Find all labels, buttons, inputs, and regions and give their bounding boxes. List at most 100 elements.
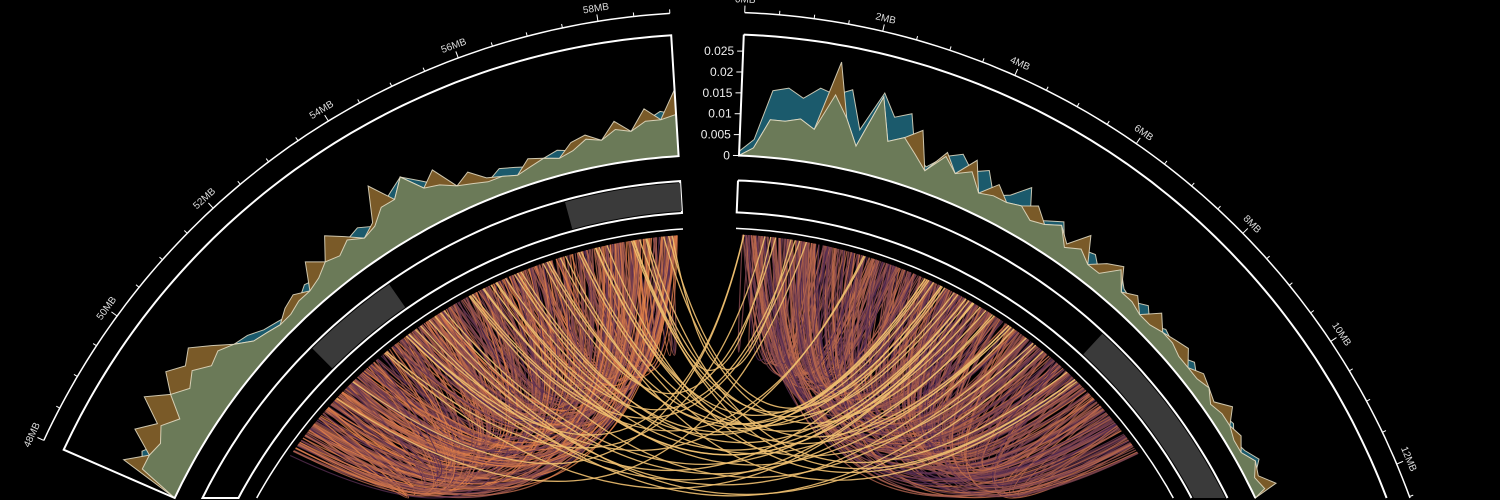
link [339, 235, 671, 466]
link [443, 298, 967, 465]
link [420, 325, 1037, 497]
minor-tick [1310, 310, 1315, 314]
inner-ring [256, 228, 684, 499]
link [779, 238, 948, 398]
link [336, 236, 662, 467]
minor-tick [561, 23, 563, 29]
major-tick [882, 24, 885, 32]
link [308, 339, 455, 486]
link [981, 353, 1094, 469]
minor-tick [1409, 494, 1414, 497]
link [662, 236, 987, 424]
link [758, 235, 919, 390]
link [811, 246, 864, 370]
ideogram-frame [735, 179, 1229, 499]
minor-tick [1349, 368, 1353, 372]
link [976, 351, 1074, 458]
link [516, 238, 650, 387]
link [791, 239, 1097, 468]
link [299, 263, 552, 491]
inner-ring [735, 227, 1174, 499]
link [848, 253, 1026, 425]
link [764, 236, 1112, 480]
link [370, 244, 612, 444]
tick-label: 0MB [735, 0, 756, 6]
link [832, 248, 1081, 455]
minor-tick [73, 373, 78, 377]
link [875, 266, 987, 407]
y-tick-label: 0.015 [702, 86, 732, 100]
link [594, 247, 930, 416]
link [770, 236, 1103, 474]
major-tick [37, 437, 44, 441]
y-axis: 0 0.005 0.01 0.015 0.02 0.025 [701, 44, 744, 162]
link [483, 288, 975, 456]
tick-label: 2MB [874, 11, 897, 26]
link [897, 278, 1020, 421]
link [564, 255, 1078, 481]
minor-tick [1288, 282, 1293, 286]
minor-tick [159, 256, 163, 261]
link [495, 282, 970, 451]
link [630, 240, 1010, 438]
link [994, 365, 1121, 490]
link [333, 365, 440, 473]
link [943, 305, 1128, 489]
minor-tick [295, 137, 299, 141]
link [385, 236, 766, 449]
link [434, 315, 1044, 495]
minor-tick [1382, 430, 1387, 433]
link [940, 301, 1131, 491]
link [346, 386, 431, 470]
link [803, 241, 1101, 470]
minor-tick [1045, 86, 1049, 91]
link [468, 295, 1027, 479]
link [520, 271, 967, 444]
link [514, 274, 995, 455]
link [844, 257, 905, 379]
link [956, 335, 1037, 436]
link [951, 313, 1122, 484]
link [487, 257, 579, 391]
minor-tick [490, 42, 493, 47]
minor-tick [949, 46, 952, 51]
link [555, 235, 678, 378]
ideogram-frame [200, 180, 684, 499]
link [559, 257, 935, 425]
tick-label: 4MB [1008, 55, 1032, 74]
link [598, 246, 981, 432]
link [353, 291, 507, 452]
link [963, 328, 1102, 471]
link [770, 238, 790, 356]
link [361, 310, 488, 449]
y-tick-label: 0.02 [710, 65, 734, 79]
ideogram-band [312, 284, 406, 369]
link [533, 242, 626, 380]
minor-tick [389, 82, 393, 87]
link [826, 253, 864, 369]
minor-tick [1266, 255, 1270, 260]
link [399, 301, 503, 428]
link [947, 318, 1055, 442]
link [917, 287, 1075, 450]
link [365, 285, 517, 444]
link [502, 260, 576, 387]
link [965, 326, 1132, 494]
minor-tick [1366, 398, 1371, 402]
major-tick [111, 311, 118, 317]
track-frame [62, 34, 680, 500]
major-tick [1330, 337, 1337, 342]
minor-tick [265, 158, 270, 163]
link [840, 250, 1054, 439]
track-frame [737, 33, 1388, 499]
link [933, 297, 1116, 478]
link [341, 257, 569, 459]
minor-tick [1106, 120, 1110, 125]
tick-label: 48MB [22, 421, 43, 450]
minor-tick [135, 284, 140, 288]
major-tick [208, 202, 214, 209]
major-tick [1242, 228, 1249, 234]
link [839, 258, 880, 372]
minor-tick [357, 99, 361, 104]
